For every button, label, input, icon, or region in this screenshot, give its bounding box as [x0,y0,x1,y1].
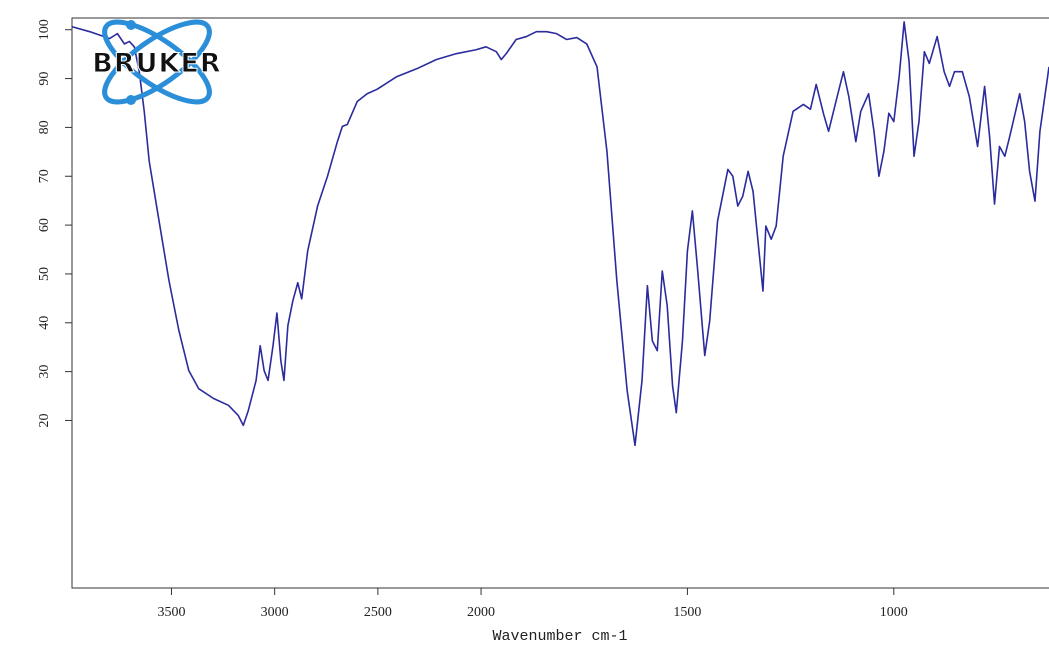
x-tick-label: 2500 [364,605,392,620]
x-tick-label: 2000 [467,605,495,620]
y-tick-label: 30 [37,365,52,379]
y-tick-label: 60 [37,218,52,232]
x-tick-label: 1500 [673,605,701,620]
y-tick-label: 40 [37,316,52,330]
y-tick-label: 80 [37,120,52,134]
x-tick-label: 3500 [157,605,185,620]
y-tick-label: 100 [37,19,52,40]
plot-frame [71,17,1049,589]
y-tick-label: 50 [37,267,52,281]
x-tick-label: 3000 [261,605,289,620]
logo-dot [126,95,136,105]
y-tick-label: 70 [37,169,52,183]
logo-text: BRUKER [92,48,221,79]
logo-orbit [102,19,212,105]
x-tick-label: 1000 [880,605,908,620]
y-tick-label: 20 [37,413,52,427]
logo-dot [126,20,136,30]
x-axis-label: Wavenumber cm-1 [492,628,627,645]
y-tick-label: 90 [37,72,52,86]
logo: BRUKER [92,19,221,105]
spectrum-line [71,21,1049,447]
logo-orbit [102,19,212,105]
